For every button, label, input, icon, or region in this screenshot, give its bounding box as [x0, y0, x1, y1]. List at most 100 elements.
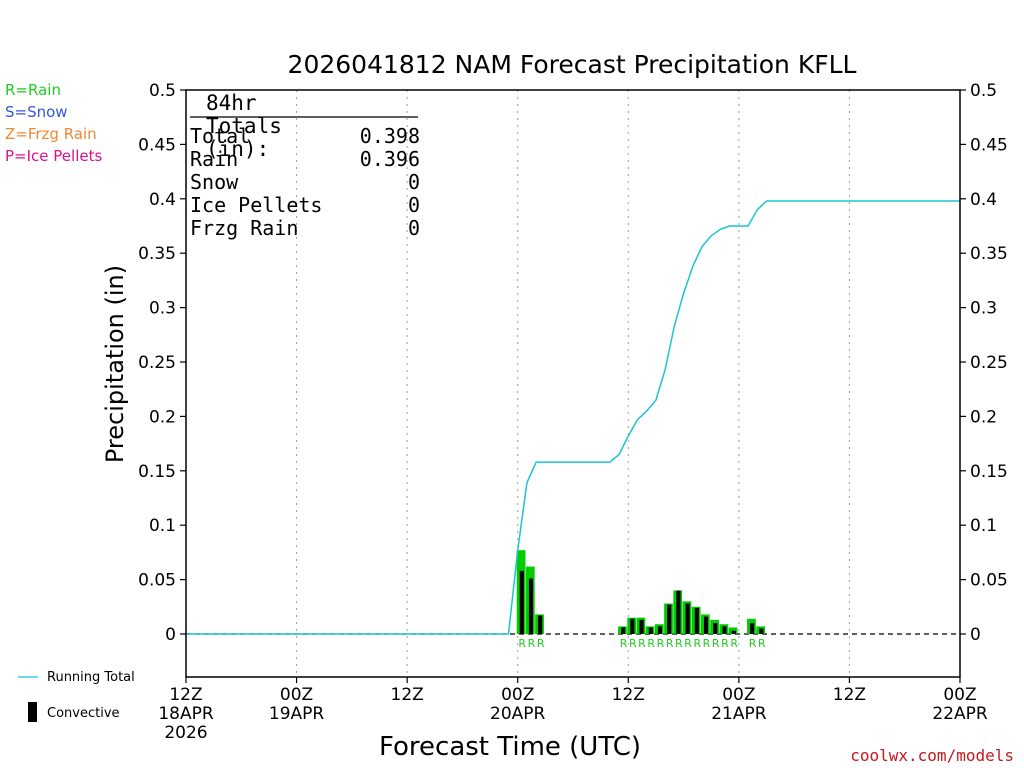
legend-convective-label: Convective: [47, 706, 120, 721]
y-tick-label-right: 0.45: [970, 135, 1008, 155]
totals-label: Ice Pellets: [190, 193, 323, 217]
legend-ice-pellets: P=Ice Pellets: [5, 147, 103, 165]
totals-value: 0: [407, 170, 420, 194]
y-tick-label-right: 0.3: [970, 299, 997, 319]
y-tick-label-left: 0.5: [149, 81, 176, 101]
y-tick-label-right: 0.4: [970, 190, 997, 210]
y-tick-label-left: 0.3: [149, 299, 176, 319]
totals-label: Total: [190, 124, 251, 148]
convective-bar: [759, 628, 764, 634]
precip-type-marker: R: [684, 637, 692, 650]
x-tick-date: 18APR: [158, 704, 214, 724]
x-tick-label: 00Z: [501, 685, 534, 705]
convective-bar: [685, 603, 690, 634]
totals-row-total: Total 0.398: [190, 125, 420, 148]
y-axis-title: Precipitation (in): [101, 264, 129, 464]
convective-bar: [528, 578, 534, 634]
totals-value: 0.396: [359, 147, 420, 171]
precip-type-marker: R: [721, 637, 729, 650]
x-tick-label: 12Z: [612, 685, 645, 705]
convective-bar: [538, 615, 543, 634]
convective-bar: [713, 623, 718, 634]
legend-frzg-rain: Z=Frzg Rain: [5, 125, 97, 143]
credit-link[interactable]: coolwx.com/models: [850, 746, 1014, 765]
totals-value: 0: [407, 193, 420, 217]
y-tick-label-left: 0.35: [138, 244, 176, 264]
convective-bar: [630, 618, 635, 634]
y-tick-label-right: 0.05: [970, 571, 1008, 591]
precip-type-marker: R: [675, 637, 683, 650]
x-tick-date: 22APR: [932, 704, 988, 724]
y-tick-label-left: 0.05: [138, 571, 176, 591]
convective-bar: [648, 627, 653, 634]
totals-label: Frzg Rain: [190, 216, 299, 240]
convective-bar: [731, 630, 736, 634]
plot-frame: [185, 89, 961, 678]
precip-type-marker: R: [537, 637, 545, 650]
precip-type-marker: R: [666, 637, 674, 650]
totals-heading: 84hr Totals (in):: [206, 91, 282, 161]
y-tick-label-left: 0.4: [149, 190, 176, 210]
x-tick-label: 12Z: [391, 685, 424, 705]
rain-bar: [728, 627, 738, 634]
precip-type-marker: R: [629, 637, 637, 650]
x-tick-label: 00Z: [280, 685, 313, 705]
precip-type-marker: R: [518, 637, 526, 650]
running-total-line: [186, 200, 960, 635]
convective-bar: [722, 626, 727, 634]
x-tick-date: 20APR: [490, 704, 546, 724]
legend-snow: S=Snow: [5, 103, 68, 121]
legend-rain: R=Rain: [5, 81, 61, 99]
precip-type-marker: R: [647, 637, 655, 650]
precip-type-marker: R: [657, 637, 665, 650]
y-tick-label-right: 0.15: [970, 462, 1008, 482]
x-tick-date: 19APR: [269, 704, 325, 724]
precip-type-marker: R: [703, 637, 711, 650]
x-axis-title: Forecast Time (UTC): [378, 732, 641, 762]
totals-row-ice-pellets: Ice Pellets 0: [190, 194, 420, 217]
x-tick-label: 00Z: [943, 685, 976, 705]
y-tick-label-right: 0.5: [970, 81, 997, 101]
y-tick-label-left: 0.15: [138, 462, 176, 482]
convective-bar: [704, 616, 709, 634]
y-tick-label-left: 0.1: [149, 516, 176, 536]
y-tick-label-left: 0.25: [138, 353, 176, 373]
precip-type-marker: R: [693, 637, 701, 650]
totals-value: 0.398: [359, 124, 420, 148]
y-tick-label-right: 0.2: [970, 407, 997, 427]
totals-label: Snow: [190, 170, 239, 194]
y-tick-label-right: 0.35: [970, 244, 1008, 264]
totals-label: Rain: [190, 147, 239, 171]
totals-row-snow: Snow 0: [190, 171, 420, 194]
totals-row-frzg-rain: Frzg Rain 0: [190, 217, 420, 240]
y-tick-label-right: 0.1: [970, 516, 997, 536]
convective-bar: [694, 607, 699, 634]
x-tick-label: 12Z: [169, 685, 202, 705]
precip-type-marker: R: [758, 637, 766, 650]
x-tick-label: 12Z: [833, 685, 866, 705]
chart-title: 2026041812 NAM Forecast Precipitation KF…: [287, 50, 857, 79]
totals-row-rain: Rain 0.396: [190, 148, 420, 171]
y-tick-label-right: 0.25: [970, 353, 1008, 373]
legend-convective-swatch: [28, 702, 37, 722]
convective-bar: [657, 626, 663, 634]
precip-type-marker: R: [620, 637, 628, 650]
y-tick-label-left: 0: [165, 625, 176, 645]
y-tick-label-left: 0.45: [138, 135, 176, 155]
x-tick-date: 21APR: [711, 704, 767, 724]
precip-type-marker: R: [749, 637, 757, 650]
convective-bar: [519, 570, 524, 634]
convective-bar: [750, 623, 755, 634]
x-tick-label: 00Z: [722, 685, 755, 705]
precip-type-marker: R: [528, 637, 536, 650]
convective-bar: [621, 627, 626, 634]
convective-bar: [667, 604, 672, 634]
y-tick-label-left: 0.2: [149, 407, 176, 427]
y-tick-label-right: 0: [970, 625, 981, 645]
convective-bar: [676, 590, 681, 634]
precip-type-marker: R: [730, 637, 738, 650]
totals-value: 0: [407, 216, 420, 240]
convective-bar: [639, 619, 644, 634]
legend-running-total-label: Running Total: [47, 670, 135, 685]
